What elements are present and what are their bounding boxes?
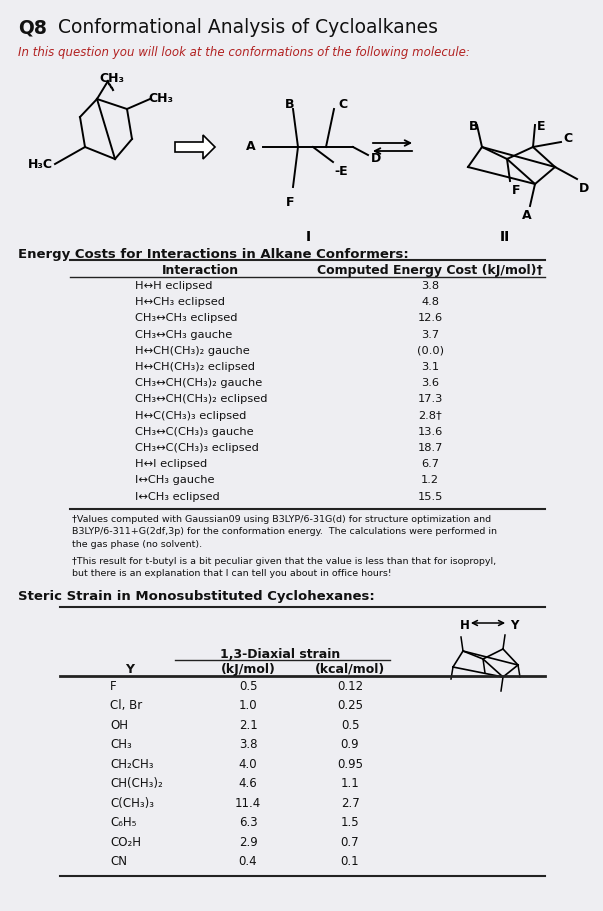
Text: H↔I eclipsed: H↔I eclipsed — [135, 459, 207, 468]
Text: Cl, Br: Cl, Br — [110, 699, 142, 711]
Text: CH₃↔C(CH₃)₃ eclipsed: CH₃↔C(CH₃)₃ eclipsed — [135, 443, 259, 453]
Text: E: E — [537, 120, 546, 133]
Text: F: F — [110, 680, 116, 692]
Text: 3.8: 3.8 — [239, 738, 257, 751]
Text: (kJ/mol): (kJ/mol) — [221, 662, 276, 675]
Text: B: B — [469, 120, 479, 133]
Text: 0.25: 0.25 — [337, 699, 363, 711]
Text: H₃C: H₃C — [28, 159, 53, 171]
Text: CH₃↔C(CH₃)₃ gauche: CH₃↔C(CH₃)₃ gauche — [135, 426, 254, 436]
Text: 17.3: 17.3 — [417, 394, 443, 404]
Text: -E: -E — [334, 165, 347, 178]
Polygon shape — [175, 136, 215, 159]
Text: C₆H₅: C₆H₅ — [110, 815, 136, 829]
Text: 2.9: 2.9 — [239, 835, 257, 848]
Text: H↔CH(CH₃)₂ gauche: H↔CH(CH₃)₂ gauche — [135, 345, 250, 355]
Text: Computed Energy Cost (kJ/mol)†: Computed Energy Cost (kJ/mol)† — [317, 263, 543, 277]
Text: C: C — [563, 131, 572, 144]
Text: 11.4: 11.4 — [235, 796, 261, 809]
Text: A: A — [247, 139, 256, 152]
Text: 2.1: 2.1 — [239, 718, 257, 732]
Text: A: A — [522, 209, 532, 221]
Text: 4.6: 4.6 — [239, 777, 257, 790]
Text: 0.12: 0.12 — [337, 680, 363, 692]
Text: H↔CH₃ eclipsed: H↔CH₃ eclipsed — [135, 297, 225, 307]
Text: 6.3: 6.3 — [239, 815, 257, 829]
Text: 4.0: 4.0 — [239, 757, 257, 770]
Text: 0.95: 0.95 — [337, 757, 363, 770]
Text: 3.7: 3.7 — [421, 329, 439, 339]
Text: CH₂CH₃: CH₂CH₃ — [110, 757, 154, 770]
Text: (kcal/mol): (kcal/mol) — [315, 662, 385, 675]
Text: CH₃: CH₃ — [99, 72, 124, 85]
Text: 4.8: 4.8 — [421, 297, 439, 307]
Text: I↔CH₃ gauche: I↔CH₃ gauche — [135, 475, 215, 485]
Text: CH₃↔CH(CH₃)₂ eclipsed: CH₃↔CH(CH₃)₂ eclipsed — [135, 394, 268, 404]
Text: 3.6: 3.6 — [421, 378, 439, 388]
Text: 18.7: 18.7 — [417, 443, 443, 453]
Text: Y: Y — [510, 619, 519, 631]
Text: 2.8†: 2.8† — [418, 410, 442, 420]
Text: OH: OH — [110, 718, 128, 732]
Text: CH₃↔CH(CH₃)₂ gauche: CH₃↔CH(CH₃)₂ gauche — [135, 378, 262, 388]
Text: 13.6: 13.6 — [417, 426, 443, 436]
Text: 0.9: 0.9 — [341, 738, 359, 751]
Text: †Values computed with Gaussian09 using B3LYP/6-31G(d) for structure optimization: †Values computed with Gaussian09 using B… — [72, 514, 497, 548]
Text: CH₃↔CH₃ eclipsed: CH₃↔CH₃ eclipsed — [135, 313, 238, 323]
Text: 12.6: 12.6 — [417, 313, 443, 323]
Text: Interaction: Interaction — [162, 263, 239, 277]
Text: 0.1: 0.1 — [341, 855, 359, 867]
Text: 15.5: 15.5 — [417, 491, 443, 501]
Text: D: D — [579, 182, 589, 195]
Text: †This result for t-butyl is a bit peculiar given that the value is less than tha: †This result for t-butyl is a bit peculi… — [72, 557, 496, 578]
Text: Steric Strain in Monosubstituted Cyclohexanes:: Steric Strain in Monosubstituted Cyclohe… — [18, 589, 374, 602]
Text: 1.1: 1.1 — [341, 777, 359, 790]
Text: 0.4: 0.4 — [239, 855, 257, 867]
Text: H↔C(CH₃)₃ eclipsed: H↔C(CH₃)₃ eclipsed — [135, 410, 247, 420]
Text: C: C — [338, 97, 347, 111]
Text: In this question you will look at the conformations of the following molecule:: In this question you will look at the co… — [18, 46, 470, 59]
Text: H: H — [460, 619, 470, 631]
Text: I: I — [306, 230, 311, 244]
Text: 6.7: 6.7 — [421, 459, 439, 468]
Text: 2.7: 2.7 — [341, 796, 359, 809]
Text: CH₃: CH₃ — [110, 738, 131, 751]
Text: 3.8: 3.8 — [421, 281, 439, 291]
Text: F: F — [512, 184, 520, 197]
Text: Q8: Q8 — [18, 18, 47, 37]
Text: (0.0): (0.0) — [417, 345, 443, 355]
Text: CN: CN — [110, 855, 127, 867]
Text: 1.2: 1.2 — [421, 475, 439, 485]
Text: Y: Y — [125, 662, 134, 675]
Text: Conformational Analysis of Cycloalkanes: Conformational Analysis of Cycloalkanes — [52, 18, 438, 37]
Text: F: F — [286, 196, 294, 209]
Text: H↔CH(CH₃)₂ eclipsed: H↔CH(CH₃)₂ eclipsed — [135, 362, 255, 372]
Text: 1,3-Diaxial strain: 1,3-Diaxial strain — [220, 648, 340, 660]
Text: CH₃: CH₃ — [148, 92, 173, 105]
Text: Energy Costs for Interactions in Alkane Conformers:: Energy Costs for Interactions in Alkane … — [18, 248, 409, 261]
Text: 1.0: 1.0 — [239, 699, 257, 711]
Text: CH(CH₃)₂: CH(CH₃)₂ — [110, 777, 163, 790]
Text: 0.5: 0.5 — [239, 680, 257, 692]
Text: 0.7: 0.7 — [341, 835, 359, 848]
Text: II: II — [500, 230, 510, 244]
Text: 1.5: 1.5 — [341, 815, 359, 829]
Text: H↔H eclipsed: H↔H eclipsed — [135, 281, 212, 291]
Text: 0.5: 0.5 — [341, 718, 359, 732]
Text: B: B — [285, 97, 295, 111]
Text: CO₂H: CO₂H — [110, 835, 141, 848]
Text: CH₃↔CH₃ gauche: CH₃↔CH₃ gauche — [135, 329, 232, 339]
Text: C(CH₃)₃: C(CH₃)₃ — [110, 796, 154, 809]
Text: I↔CH₃ eclipsed: I↔CH₃ eclipsed — [135, 491, 219, 501]
Text: 3.1: 3.1 — [421, 362, 439, 372]
Text: D: D — [371, 151, 381, 164]
